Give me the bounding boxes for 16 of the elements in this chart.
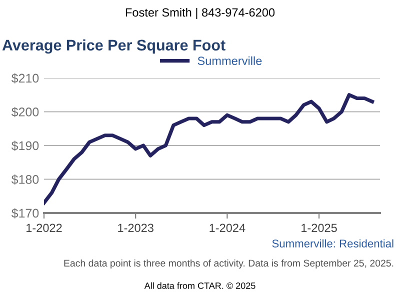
- chart-title: Average Price Per Square Foot: [2, 39, 226, 54]
- y-tick-label: $210: [11, 73, 39, 84]
- y-tick-label: $180: [11, 174, 39, 185]
- x-tick-label: 1-2024: [210, 224, 246, 232]
- x-tick-label: 1-2022: [26, 224, 62, 232]
- text: All data from CTAR. © 2025: [144, 282, 256, 289]
- x-tick-label: 1-2023: [118, 224, 154, 232]
- legend-label: Summerville: [198, 56, 262, 66]
- text: Each data point is three months of activity. Data is from September 25, 2025.: [64, 259, 394, 269]
- line-series: [44, 93, 374, 205]
- x-tick-label: 1-2025: [302, 224, 337, 232]
- text: Summerville: Residential: [272, 239, 394, 248]
- y-tick-label: $200: [11, 107, 39, 118]
- chart-subtitle: Foster Smith | 843-974-6200: [126, 8, 275, 20]
- y-tick-label: $170: [11, 208, 39, 218]
- y-tick-label: $190: [11, 140, 39, 151]
